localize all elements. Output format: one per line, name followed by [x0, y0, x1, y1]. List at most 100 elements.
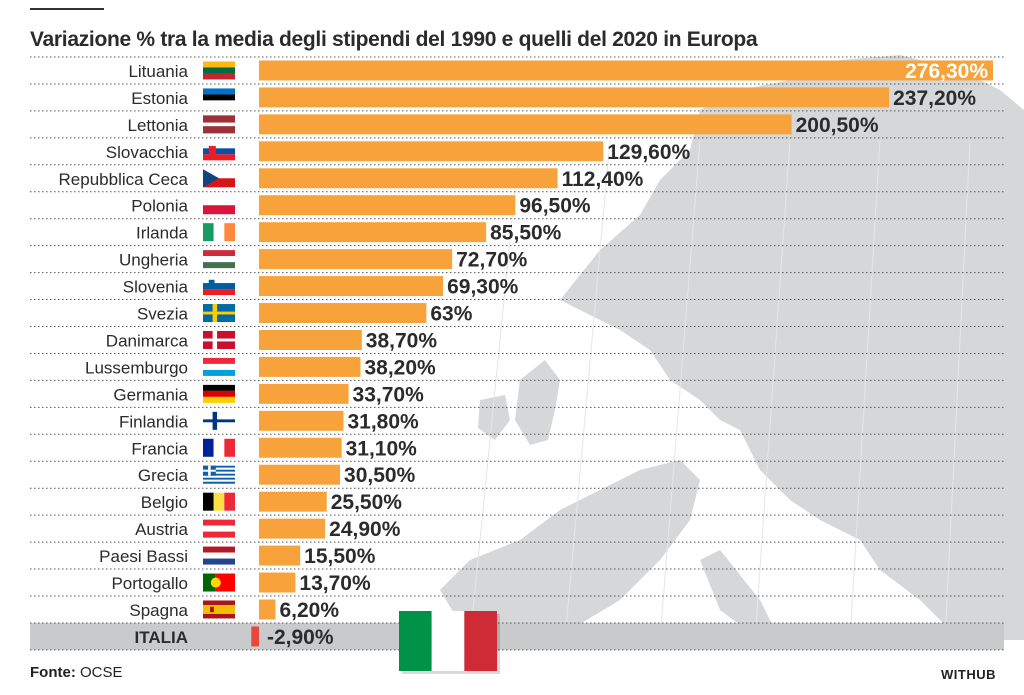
category-label: Lituania	[128, 62, 188, 81]
finland-flag	[203, 411, 235, 430]
bar	[259, 383, 349, 404]
category-label: Danimarca	[106, 331, 189, 350]
category-label: Grecia	[138, 466, 189, 485]
germany-flag	[203, 384, 235, 403]
italy-flag	[399, 611, 500, 674]
france-flag	[203, 438, 235, 457]
category-label: Paesi Bassi	[99, 547, 188, 566]
sweden-flag	[203, 304, 235, 323]
bar	[251, 626, 259, 647]
map-landmass	[515, 360, 560, 445]
lithuania-flag	[203, 61, 235, 80]
value-label: 85,50%	[490, 222, 562, 245]
value-label: 72,70%	[456, 249, 528, 272]
value-label: 24,90%	[329, 518, 401, 541]
source-value: OCSE	[80, 664, 123, 681]
value-label: 15,50%	[304, 545, 376, 568]
bar	[259, 276, 444, 297]
value-label: 6,20%	[279, 599, 339, 622]
value-label: 200,50%	[796, 114, 879, 137]
map-landmass	[560, 55, 1024, 640]
bar	[259, 114, 792, 135]
category-label: Slovenia	[123, 278, 189, 297]
value-label: 96,50%	[519, 195, 591, 218]
denmark-flag	[203, 330, 235, 349]
ireland-flag	[203, 223, 235, 242]
bar	[259, 572, 296, 593]
bar	[259, 491, 327, 512]
value-label: 33,70%	[353, 383, 425, 406]
value-label: 31,80%	[347, 410, 419, 433]
value-label: 237,20%	[893, 87, 976, 110]
hungary-flag	[203, 250, 235, 269]
czech-flag	[203, 169, 235, 188]
map-meridian	[469, 139, 521, 641]
value-label: 112,40%	[562, 168, 644, 191]
spain-flag	[203, 600, 235, 619]
chart-title: Variazione % tra la media degli stipendi…	[30, 28, 758, 51]
top-rule	[30, 8, 104, 10]
category-label: Svezia	[137, 305, 189, 324]
bar	[259, 437, 342, 458]
bar	[259, 60, 993, 81]
netherlands-flag	[203, 546, 235, 565]
value-label: 129,60%	[607, 141, 690, 164]
category-label: Belgio	[141, 493, 188, 512]
bar	[259, 545, 301, 566]
poland-flag	[203, 196, 235, 215]
bar	[259, 518, 326, 539]
value-label: 63%	[430, 303, 472, 326]
estonia-flag	[203, 88, 235, 107]
map-meridian	[944, 139, 971, 641]
bar	[259, 356, 361, 377]
category-label: Lussemburgo	[85, 358, 188, 377]
map-landmass	[478, 395, 510, 440]
value-label: 38,20%	[364, 356, 436, 379]
bar	[259, 249, 453, 270]
category-label: Irlanda	[136, 224, 189, 243]
category-label: Germania	[113, 385, 188, 404]
category-label: Austria	[135, 520, 188, 539]
portugal-flag	[203, 573, 235, 592]
bar	[259, 195, 516, 216]
map-landmass	[700, 550, 780, 640]
austria-flag	[203, 519, 235, 538]
category-label: Francia	[131, 439, 188, 458]
belgium-flag	[203, 492, 235, 511]
category-label: Polonia	[131, 197, 188, 216]
latvia-flag	[203, 115, 235, 134]
brand-logo: WITHUB	[941, 667, 996, 682]
value-label: 69,30%	[447, 276, 519, 299]
value-label: 25,50%	[331, 491, 403, 514]
value-label: 276,30%	[905, 60, 988, 83]
map-meridian	[659, 139, 701, 641]
bar	[259, 330, 362, 350]
bar	[259, 168, 558, 189]
highlight-row	[30, 622, 1004, 650]
bar	[259, 222, 487, 243]
map-meridian	[564, 139, 611, 641]
bar	[259, 410, 344, 431]
category-label: Estonia	[131, 89, 188, 108]
category-label: Spagna	[129, 601, 188, 620]
category-label: Portogallo	[111, 574, 188, 593]
map-meridian	[849, 139, 881, 641]
category-label: Ungheria	[119, 251, 189, 270]
map-landmass	[440, 460, 700, 640]
bar	[259, 599, 276, 620]
category-label: Slovacchia	[106, 143, 189, 162]
bar	[259, 87, 890, 108]
slovenia-flag	[203, 277, 235, 296]
luxembourg-flag	[203, 357, 235, 376]
bar	[259, 303, 427, 323]
source-note: Fonte: OCSE	[30, 664, 123, 681]
value-label: 31,10%	[346, 437, 418, 460]
category-label: ITALIA	[134, 628, 188, 647]
value-label: 13,70%	[299, 572, 371, 595]
category-label: Lettonia	[128, 116, 189, 135]
value-label: -2,90%	[267, 626, 334, 649]
map-meridian	[754, 139, 791, 641]
category-label: Finlandia	[119, 412, 189, 431]
slovakia-flag	[203, 142, 235, 161]
